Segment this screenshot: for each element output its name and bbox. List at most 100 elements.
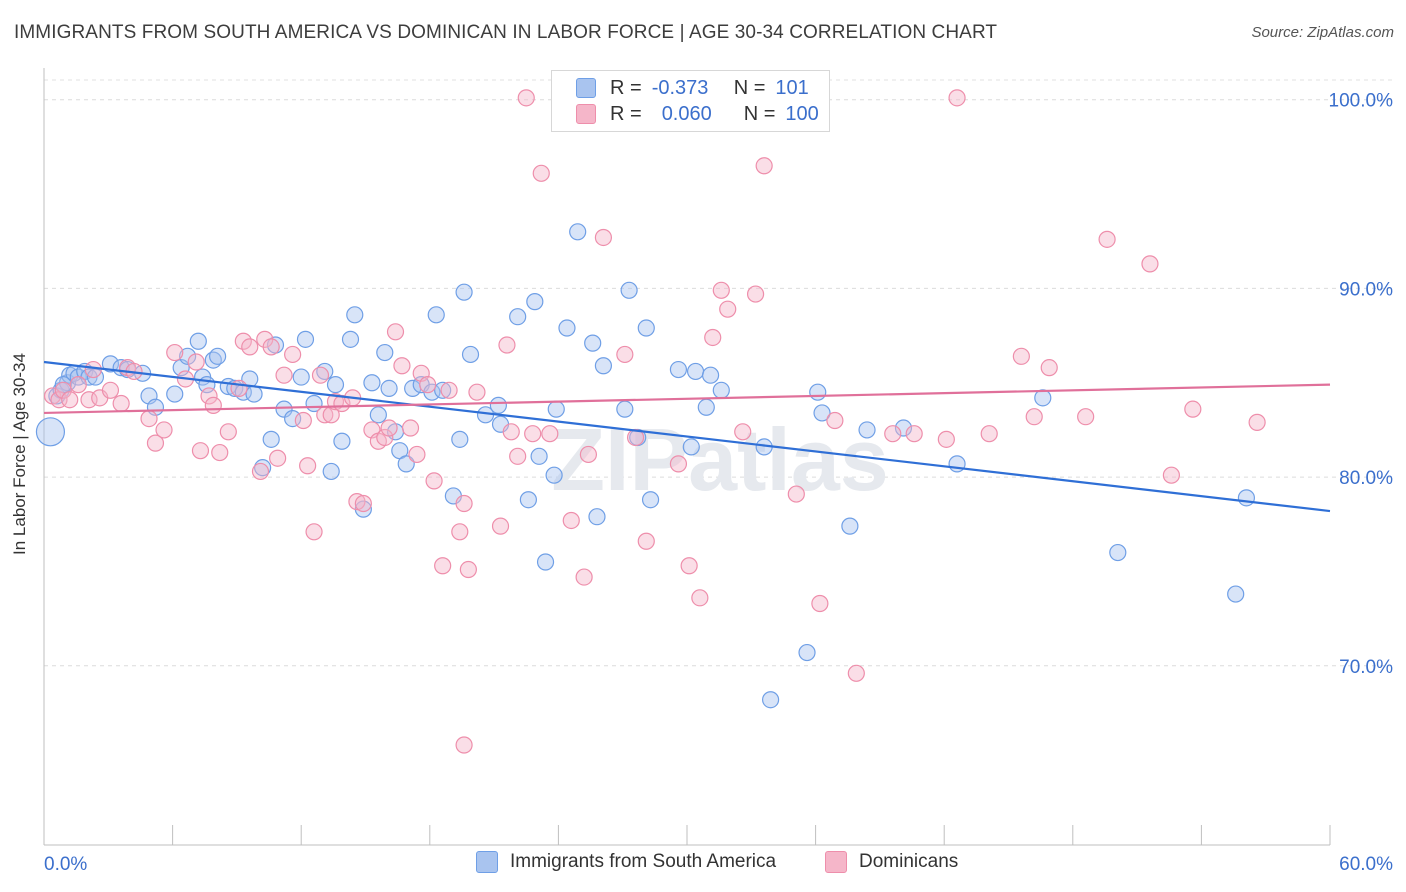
data-point — [530, 447, 548, 465]
data-point — [54, 381, 72, 399]
legend-swatch-dominicans — [825, 851, 847, 873]
data-point — [680, 557, 698, 575]
source-label: Source: ZipAtlas.com — [1251, 24, 1394, 41]
data-point — [187, 353, 205, 371]
data-point — [363, 374, 381, 392]
data-point — [734, 423, 752, 441]
data-point — [1034, 389, 1052, 407]
data-point — [294, 411, 312, 430]
data-point — [269, 449, 287, 467]
data-point — [459, 560, 477, 579]
data-point — [292, 368, 310, 386]
legend-n-label: N = — [733, 76, 766, 99]
legend-label-south-america: Immigrants from South America — [510, 851, 777, 872]
data-point — [262, 430, 280, 448]
data-point — [524, 425, 542, 443]
data-point — [230, 379, 248, 398]
data-point — [376, 343, 394, 362]
data-point — [746, 285, 765, 303]
data-point — [948, 89, 966, 107]
data-point — [61, 391, 79, 409]
data-point — [588, 508, 606, 526]
legend-label-dominicans: Dominicans — [859, 851, 959, 872]
data-point — [408, 445, 426, 464]
data-point — [1227, 585, 1245, 603]
data-point — [841, 517, 859, 535]
data-point — [813, 404, 831, 422]
chart-title: IMMIGRANTS FROM SOUTH AMERICA VS DOMINIC… — [14, 22, 998, 43]
data-point — [1098, 230, 1116, 248]
data-point — [502, 423, 520, 441]
legend-r-value: 0.060 — [661, 102, 712, 125]
trend-line-0 — [43, 360, 1331, 513]
data-point — [189, 332, 207, 350]
y-tick-label: 90.0% — [1339, 279, 1393, 300]
x-tick-label-max: 60.0% — [1339, 854, 1393, 875]
data-point — [811, 594, 829, 613]
legend-item-south-america[interactable]: Immigrants from South America — [476, 851, 776, 873]
data-point — [616, 400, 634, 418]
data-point — [787, 485, 805, 503]
data-point — [509, 447, 527, 465]
data-point — [980, 425, 998, 443]
data-point — [858, 421, 876, 439]
legend-n-label: N = — [743, 102, 776, 125]
data-point — [468, 383, 486, 401]
data-point — [584, 334, 602, 352]
data-point — [451, 523, 469, 541]
legend-swatch-south-america — [576, 78, 596, 98]
data-point — [245, 385, 263, 403]
y-tick-label: 100.0% — [1329, 91, 1394, 112]
data-point — [697, 398, 715, 416]
axes — [43, 68, 1331, 846]
legend-item-dominicans[interactable]: Dominicans — [825, 851, 958, 873]
data-point — [262, 338, 280, 356]
data-point — [204, 396, 222, 414]
data-point — [427, 306, 445, 324]
data-point — [669, 455, 688, 473]
data-point — [305, 523, 323, 541]
data-point — [101, 355, 120, 373]
data-point — [397, 455, 415, 473]
data-point — [393, 357, 411, 375]
data-point — [1184, 400, 1202, 418]
data-point — [905, 425, 923, 443]
data-point — [712, 381, 730, 399]
data-point — [146, 434, 165, 452]
data-point — [541, 425, 559, 443]
data-point — [526, 293, 544, 311]
data-point — [847, 664, 865, 682]
data-point — [101, 381, 120, 399]
data-point — [669, 360, 688, 379]
data-point — [354, 494, 372, 513]
data-point — [532, 164, 550, 182]
data-point — [425, 472, 443, 490]
y-axis-label: In Labor Force | Age 30-34 — [10, 353, 29, 555]
tick-labels: 70.0% 80.0% 90.0% 100.0% 0.0% 60.0% — [44, 91, 1393, 875]
data-point — [211, 443, 229, 462]
data-point — [455, 283, 473, 301]
data-point — [594, 357, 613, 375]
x-tick-label-min: 0.0% — [44, 854, 87, 875]
data-point — [616, 345, 634, 364]
data-point — [69, 376, 87, 394]
legend-row-dominicans: R = 0.060 N = 100 — [576, 101, 819, 127]
data-point — [380, 379, 398, 398]
data-point — [761, 691, 780, 709]
data-point — [326, 376, 345, 394]
data-point — [1012, 347, 1030, 365]
data-point — [251, 462, 270, 481]
data-point — [509, 308, 527, 326]
data-point — [498, 336, 516, 354]
data-point — [704, 328, 722, 347]
data-point — [284, 345, 302, 364]
data-point — [1077, 408, 1095, 426]
data-point — [1141, 255, 1159, 273]
data-point — [275, 366, 293, 384]
data-point — [712, 281, 730, 299]
data-point — [641, 491, 660, 509]
data-point — [80, 391, 98, 409]
data-point — [517, 89, 535, 107]
data-point — [84, 360, 102, 379]
